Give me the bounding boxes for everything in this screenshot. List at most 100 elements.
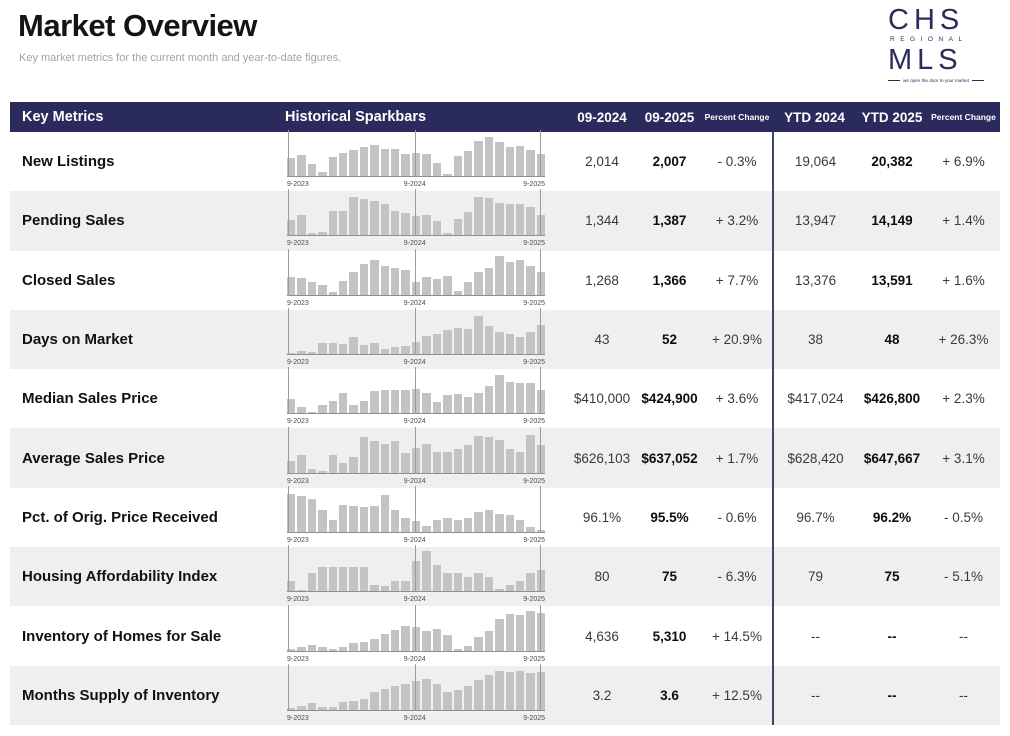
value-ytd-prev-cell: $628,420 [772, 428, 857, 488]
spark-bar [432, 519, 442, 532]
spark-bar [463, 645, 473, 651]
spark-bar [526, 573, 535, 592]
spark-bar [505, 204, 514, 236]
metric-name: Median Sales Price [22, 390, 158, 408]
axis-tick [414, 604, 416, 652]
spark-bar [318, 567, 327, 592]
value-pct-change: - 0.6% [717, 509, 757, 525]
spark-bar [391, 441, 400, 473]
table-header-row: Key Metrics Historical Sparkbars 09-2024… [10, 102, 1000, 132]
spark-bar [505, 261, 514, 295]
spark-bar [380, 633, 390, 651]
spark-bar [318, 404, 327, 414]
spark-bar [495, 618, 504, 651]
value-pct-change: + 1.7% [715, 450, 759, 466]
spark-bar [380, 495, 390, 532]
axis-tick [414, 130, 416, 178]
spark-bar [443, 573, 452, 592]
spark-bar [328, 292, 338, 295]
table-row: Housing Affordability Index 9-2023 9-2024 9… [10, 545, 1000, 607]
spark-bar [526, 527, 535, 532]
spark-bar [297, 215, 306, 236]
spark-bar [349, 337, 358, 355]
spark-bar [359, 345, 369, 355]
spark-bar [349, 405, 358, 414]
axis-tick [288, 308, 289, 356]
header-month-curr: 09-2025 [644, 109, 695, 125]
spark-bar [307, 573, 317, 592]
spark-bar [515, 670, 525, 710]
spark-bar [411, 342, 421, 355]
axis-label: 9-2025 [523, 536, 545, 544]
value-ytd-prev: -- [811, 628, 820, 644]
spark-bar [526, 673, 535, 710]
value-pct-change: - 0.3% [717, 154, 757, 170]
spark-bar [505, 448, 514, 473]
header-ytd-pct-change: Percent Change [931, 112, 996, 122]
axis-label: 9-2023 [287, 418, 309, 426]
value-month-prev: 1,268 [585, 272, 619, 288]
spark-bar [474, 636, 483, 651]
spark-bar [505, 147, 514, 177]
spark-bar [432, 163, 442, 177]
axis-label: 9-2023 [287, 359, 309, 367]
header-ytd-prev: YTD 2024 [784, 109, 845, 125]
spark-bar [526, 332, 535, 355]
spark-bar [484, 386, 494, 414]
spark-bar [359, 507, 369, 532]
header-month-prev: 09-2024 [577, 109, 627, 125]
sparkbar-bars [287, 373, 546, 415]
axis-label: 9-2025 [523, 240, 545, 248]
metric-name: Housing Affordability Index [22, 568, 218, 586]
spark-bar [515, 146, 525, 177]
axis-label: 9-2025 [523, 655, 545, 663]
spark-bar [515, 204, 525, 236]
axis-label: 9-2025 [523, 596, 545, 604]
spark-bar [443, 275, 452, 295]
spark-bar [484, 577, 494, 592]
spark-bar [495, 332, 504, 355]
value-month-curr: 3.6 [660, 687, 679, 703]
spark-bar [370, 440, 379, 473]
spark-bar [401, 269, 410, 295]
value-month-prev: 3.2 [592, 687, 612, 703]
spark-bar [307, 164, 317, 177]
spark-bar [287, 493, 296, 532]
axis-tick [540, 485, 541, 533]
spark-bar [307, 499, 317, 532]
spark-bar [443, 517, 452, 532]
axis-label: 9-2025 [523, 418, 545, 426]
table-body: New Listings 9-2023 9-2024 9-2025 2,014 2,007… [10, 130, 1000, 725]
sparkbar-chart: 9-2023 9-2024 9-2025 [287, 189, 546, 248]
spark-bar [318, 470, 327, 473]
axis-tick [540, 130, 541, 178]
spark-bar [463, 281, 473, 295]
value-ytd-prev: $628,420 [787, 450, 844, 466]
spark-bar [349, 271, 358, 295]
spark-bar [297, 495, 306, 532]
spark-bar [453, 290, 462, 295]
spark-bar [463, 577, 473, 592]
spark-bar [422, 336, 431, 355]
value-ytd-pct-change: + 1.4% [942, 213, 985, 229]
spark-bar [505, 334, 514, 355]
axis-label: 9-2025 [523, 299, 545, 307]
spark-bar [307, 233, 317, 236]
spark-bar [495, 670, 504, 710]
spark-bar [443, 174, 452, 177]
spark-bar [526, 207, 535, 236]
value-month-prev: 43 [594, 332, 610, 348]
spark-bar [297, 407, 306, 414]
axis-label: 9-2023 [287, 596, 309, 604]
value-ytd-pct-change: + 26.3% [938, 332, 989, 348]
metric-name: Days on Market [22, 331, 133, 349]
sparkbar-bars [287, 195, 546, 237]
axis-label: 9-2023 [287, 477, 309, 485]
value-ytd-pct-change: - 5.1% [943, 569, 984, 585]
spark-bar [401, 517, 410, 532]
value-ytd-pct-change: + 6.9% [942, 154, 985, 170]
value-month-curr: 2,007 [652, 154, 687, 170]
chs-regional-mls-logo: CHS REGIONAL MLS we open the door to you… [888, 6, 985, 83]
spark-bar [370, 505, 379, 532]
header-pct-change: Percent Change [704, 112, 770, 122]
